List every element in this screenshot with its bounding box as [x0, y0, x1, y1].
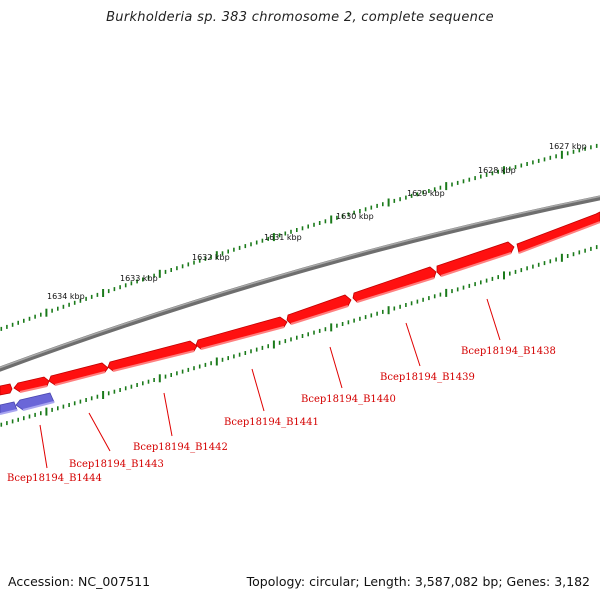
ruler-label-1628: 1628 kbp [478, 166, 516, 175]
gene-arrow-b1441[interactable] [286, 294, 352, 325]
gene-label-b1443[interactable]: Bcep18194_B1443 [69, 459, 164, 470]
gene-arrow-b1438[interactable] [516, 211, 600, 254]
ruler-label-1631: 1631 kbp [264, 233, 302, 242]
chromosome-backbone-highlight [0, 195, 600, 369]
ruler-label-1629: 1629 kbp [407, 189, 445, 198]
ruler-label-1634: 1634 kbp [47, 292, 85, 301]
ruler-label-1633: 1633 kbp [120, 274, 158, 283]
outer-tick-ring [0, 143, 598, 331]
gene-label-b1440[interactable]: Bcep18194_B1440 [301, 394, 396, 405]
gene-arrow-b1439[interactable] [436, 241, 515, 277]
gene-label-b1441[interactable]: Bcep18194_B1441 [224, 417, 319, 428]
reverse-genes [0, 392, 55, 415]
gene-arrow-b1440[interactable] [352, 266, 437, 303]
gene-label-b1439[interactable]: Bcep18194_B1439 [380, 372, 475, 383]
ruler-label-1630: 1630 kbp [336, 212, 374, 221]
genome-summary: Topology: circular; Length: 3,587,082 bp… [246, 574, 590, 589]
gene-arrow-b1443[interactable] [107, 340, 198, 372]
label-leaders [39, 298, 501, 469]
inner-tick-ring [0, 245, 598, 427]
gene-arrow-left-2[interactable] [0, 383, 13, 396]
ruler-label-1627: 1627 kbp [549, 142, 587, 151]
ruler-label-1632: 1632 kbp [192, 253, 230, 262]
gene-label-b1444[interactable]: Bcep18194_B1444 [7, 473, 102, 484]
map-title: Burkholderia sp. 383 chromosome 2, compl… [106, 10, 494, 25]
accession-text: Accession: NC_007511 [8, 574, 151, 589]
chromosome-backbone [0, 195, 600, 372]
gene-label-b1442[interactable]: Bcep18194_B1442 [133, 442, 228, 453]
gene-label-b1438[interactable]: Bcep18194_B1438 [461, 346, 556, 357]
forward-genes [0, 211, 600, 396]
